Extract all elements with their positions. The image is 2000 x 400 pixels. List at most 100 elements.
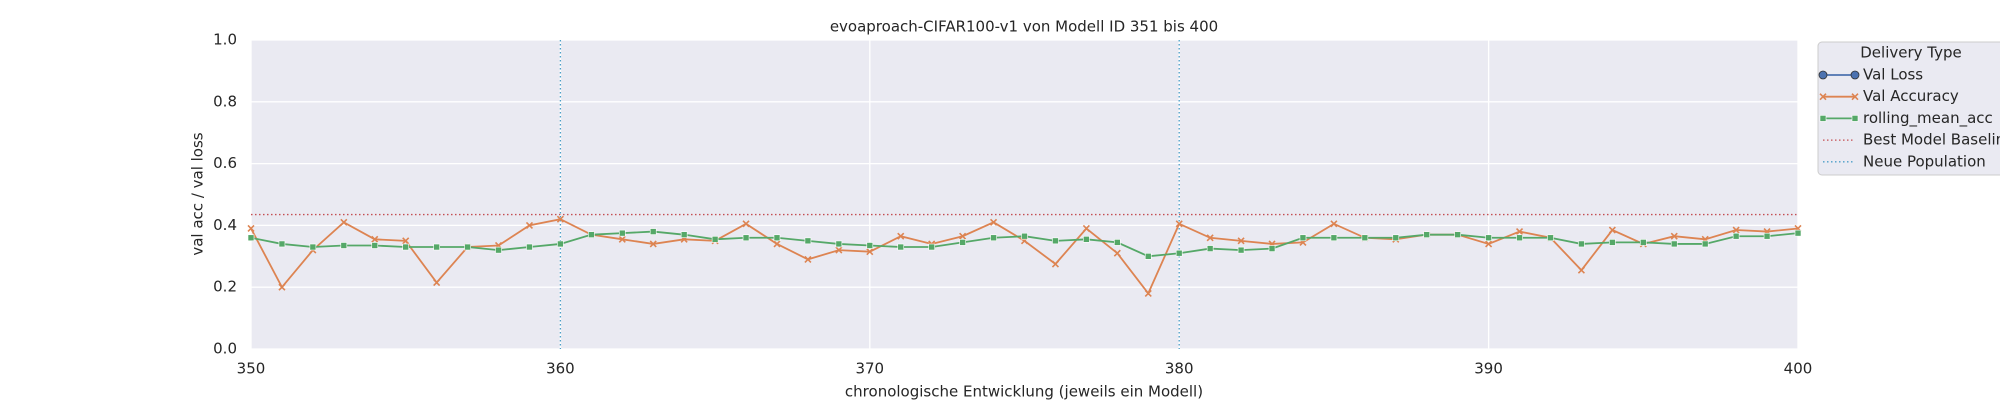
marker [1454,231,1461,238]
marker [1268,245,1276,252]
marks [247,40,1802,349]
marker [1144,289,1152,297]
marker [1051,260,1060,268]
marker [1423,231,1431,238]
marker [525,221,534,229]
marker [495,246,502,254]
marker [278,240,286,248]
marker [556,215,564,223]
marker [1361,234,1369,242]
marker [464,243,471,251]
marker [1206,234,1214,242]
marker [1516,234,1523,242]
plot-background [251,40,1798,349]
marker [1237,237,1245,245]
marker [1850,70,1860,80]
marker [649,228,657,235]
marker [835,246,843,254]
marker [618,229,626,237]
marker [1670,232,1678,240]
marker [866,242,874,249]
x-tick-label: 350 [237,360,266,378]
marker [773,240,781,248]
marker [1392,234,1400,242]
marker [433,278,441,287]
marker [649,240,657,248]
legend-label: Val Accuracy [1863,87,1959,105]
marker [711,236,719,243]
marker [990,234,997,242]
marker [1609,239,1616,246]
marker [247,224,255,233]
marker [278,283,286,291]
legend-title: Delivery Type [1860,44,1961,62]
marker [402,237,410,245]
marker [340,218,348,226]
marker [340,242,348,249]
marker [804,255,812,263]
y-axis-label: val acc / val loss [189,132,207,255]
marker [1082,224,1090,233]
x-axis-label: chronologische Entwicklung (jeweils ein … [845,383,1203,400]
x-tick-label: 380 [1165,360,1194,378]
marker [928,243,935,251]
legend-label: Best Model Baseline [1863,131,2000,149]
marker [1299,234,1307,242]
marker [1763,232,1771,240]
marker [1819,115,1827,122]
marker [1701,240,1709,248]
marker [1330,220,1338,228]
marker [371,242,379,249]
marker [742,220,750,228]
marker [247,234,255,242]
legend-label: rolling_mean_acc [1863,109,1993,128]
marker [1578,240,1585,248]
x-tick-label: 390 [1474,360,1503,378]
marker [897,232,905,240]
marker [1485,234,1492,242]
marker [1237,246,1245,254]
marker [742,234,750,242]
marker [1732,226,1740,234]
marker [804,237,812,245]
marker [1670,240,1678,248]
y-tick-label: 0.8 [213,92,237,110]
marker [835,240,843,248]
marker [1021,232,1028,240]
marker [1485,240,1493,248]
marker [680,231,688,238]
marker [1577,266,1585,274]
marker [866,248,874,256]
y-tick-label: 1.0 [213,31,237,49]
legend-label: Val Loss [1863,66,1923,84]
marker [1144,253,1152,260]
marker [1851,93,1859,101]
marker [526,243,533,251]
marker [1851,115,1859,122]
marker [1114,239,1121,246]
marker [433,243,440,251]
marker [1206,245,1214,252]
marker [959,239,966,246]
marker [1113,249,1121,257]
marker [1083,236,1090,243]
marker [1818,70,1828,80]
marker [1330,234,1338,242]
legend: Delivery Type Val Loss Val Accuracy rolling… [1818,44,2000,170]
marker [959,232,967,240]
marker [1175,220,1183,228]
legend-label: Neue Population [1863,152,1986,170]
marker [1052,237,1059,245]
grid [250,39,1799,350]
marker [1640,239,1647,246]
x-tick-label: 370 [855,360,884,378]
y-tick-label: 0.2 [213,278,237,296]
y-tick-label: 0.0 [213,340,237,358]
legend-box [1817,41,2000,176]
marker [1175,249,1183,257]
y-tick-label: 0.4 [213,216,237,234]
marker [618,235,626,243]
marker [557,240,564,248]
chart-title: evoaproach-CIFAR100-v1 von Modell ID 351… [830,18,1218,36]
